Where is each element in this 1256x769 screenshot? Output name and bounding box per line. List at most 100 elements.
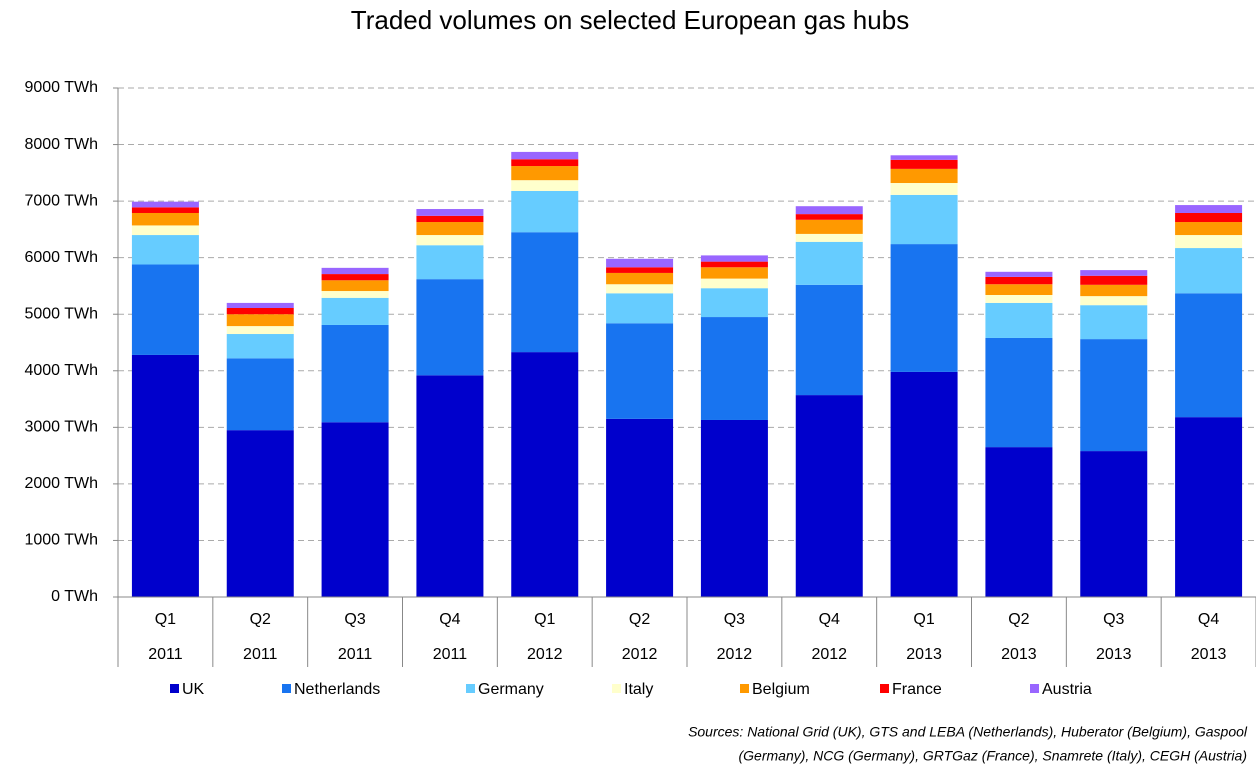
x-group-label: 2012: [811, 646, 847, 663]
source-note: (Germany), NCG (Germany), GRTGaz (France…: [739, 748, 1248, 764]
bar-segment: [1175, 235, 1243, 249]
bar-segment: [416, 235, 484, 246]
bar-segment: [606, 284, 674, 294]
bar-segment: [1080, 339, 1148, 452]
x-group-label: 2012: [622, 646, 658, 663]
x-tick-label: Q1: [534, 611, 555, 628]
bar-segment: [795, 395, 863, 597]
bar-segment: [321, 291, 389, 298]
bar-segment: [416, 209, 484, 216]
x-tick-label: Q3: [344, 611, 365, 628]
bar-segment: [131, 201, 199, 208]
legend-label: Italy: [624, 681, 653, 698]
bar-segment: [795, 241, 863, 285]
x-group-label: 2013: [906, 646, 942, 663]
bar-segment: [416, 222, 484, 236]
y-tick-label: 0 TWh: [51, 588, 98, 605]
bar-segment: [985, 447, 1053, 597]
bar-segment: [985, 302, 1053, 338]
x-tick-label: Q1: [155, 611, 176, 628]
bar-segment: [985, 294, 1053, 303]
legend-label: Belgium: [752, 681, 810, 698]
x-tick-label: Q2: [250, 611, 271, 628]
bar-segment: [226, 314, 294, 327]
bar-segment: [890, 168, 958, 184]
bar-segment: [321, 422, 389, 597]
legend-swatch: [740, 684, 749, 693]
bar-segment: [1080, 284, 1148, 297]
y-tick-label: 6000 TWh: [24, 249, 98, 266]
bar-segment: [511, 190, 579, 233]
y-tick-label: 8000 TWh: [24, 136, 98, 153]
bar-segment: [226, 430, 294, 597]
bar-segment: [131, 354, 199, 597]
x-tick-label: Q2: [629, 611, 650, 628]
bar-segment: [606, 293, 674, 324]
bar-segment: [890, 159, 958, 169]
bar-segment: [511, 232, 579, 353]
bar-segment: [700, 288, 768, 318]
y-tick-label: 4000 TWh: [24, 362, 98, 379]
bar-segment: [606, 267, 674, 273]
bar-segment: [321, 280, 389, 292]
legend-label: UK: [182, 681, 205, 698]
bar-segment: [321, 324, 389, 423]
x-group-label: 2011: [243, 646, 278, 663]
bar-segment: [321, 267, 389, 275]
legend-swatch: [612, 684, 621, 693]
source-note: Sources: National Grid (UK), GTS and LEB…: [688, 724, 1248, 740]
x-group-label: 2011: [433, 646, 468, 663]
bar-segment: [131, 212, 199, 226]
y-tick-label: 5000 TWh: [24, 305, 98, 322]
bar-segment: [1175, 248, 1243, 294]
bar-segment: [511, 166, 579, 181]
bar-segment: [511, 159, 579, 167]
bar-segment: [890, 183, 958, 195]
bar-segment: [416, 375, 484, 597]
bar-segment: [321, 274, 389, 281]
bar-segment: [890, 371, 958, 597]
x-group-label: 2011: [148, 646, 183, 663]
bar-segment: [700, 267, 768, 279]
y-tick-label: 9000 TWh: [24, 79, 98, 96]
bar-segment: [890, 194, 958, 245]
y-tick-label: 1000 TWh: [24, 532, 98, 549]
bar-segment: [511, 352, 579, 597]
x-tick-label: Q4: [439, 611, 460, 628]
chart-title: Traded volumes on selected European gas …: [351, 5, 909, 35]
bar-segment: [985, 276, 1053, 285]
legend-swatch: [466, 684, 475, 693]
bar-segment: [606, 418, 674, 597]
bar-segment: [131, 207, 199, 213]
y-tick-label: 3000 TWh: [24, 419, 98, 436]
bar-segment: [606, 272, 674, 285]
bar-segment: [1080, 275, 1148, 285]
legend-swatch: [170, 684, 179, 693]
x-tick-label: Q3: [724, 611, 745, 628]
legend-label: France: [892, 681, 942, 698]
x-group-label: 2013: [1096, 646, 1132, 663]
y-tick-label: 2000 TWh: [24, 475, 98, 492]
bar-segment: [606, 323, 674, 419]
legend-swatch: [880, 684, 889, 693]
bar-segment: [416, 215, 484, 223]
bar-segment: [1080, 270, 1148, 276]
x-tick-label: Q4: [819, 611, 840, 628]
legend-label: Austria: [1042, 681, 1092, 698]
bar-segment: [795, 219, 863, 234]
y-tick-label: 7000 TWh: [24, 192, 98, 209]
x-group-label: 2012: [527, 646, 563, 663]
bar-segment: [131, 264, 199, 355]
x-group-label: 2013: [1191, 646, 1227, 663]
bar-segment: [226, 326, 294, 335]
bar-segment: [416, 245, 484, 280]
x-tick-label: Q2: [1008, 611, 1029, 628]
bar-segment: [985, 284, 1053, 295]
bar-segment: [700, 261, 768, 268]
bar-segment: [131, 235, 199, 265]
bar-segment: [511, 151, 579, 160]
x-tick-label: Q1: [913, 611, 934, 628]
bar-segment: [795, 206, 863, 215]
